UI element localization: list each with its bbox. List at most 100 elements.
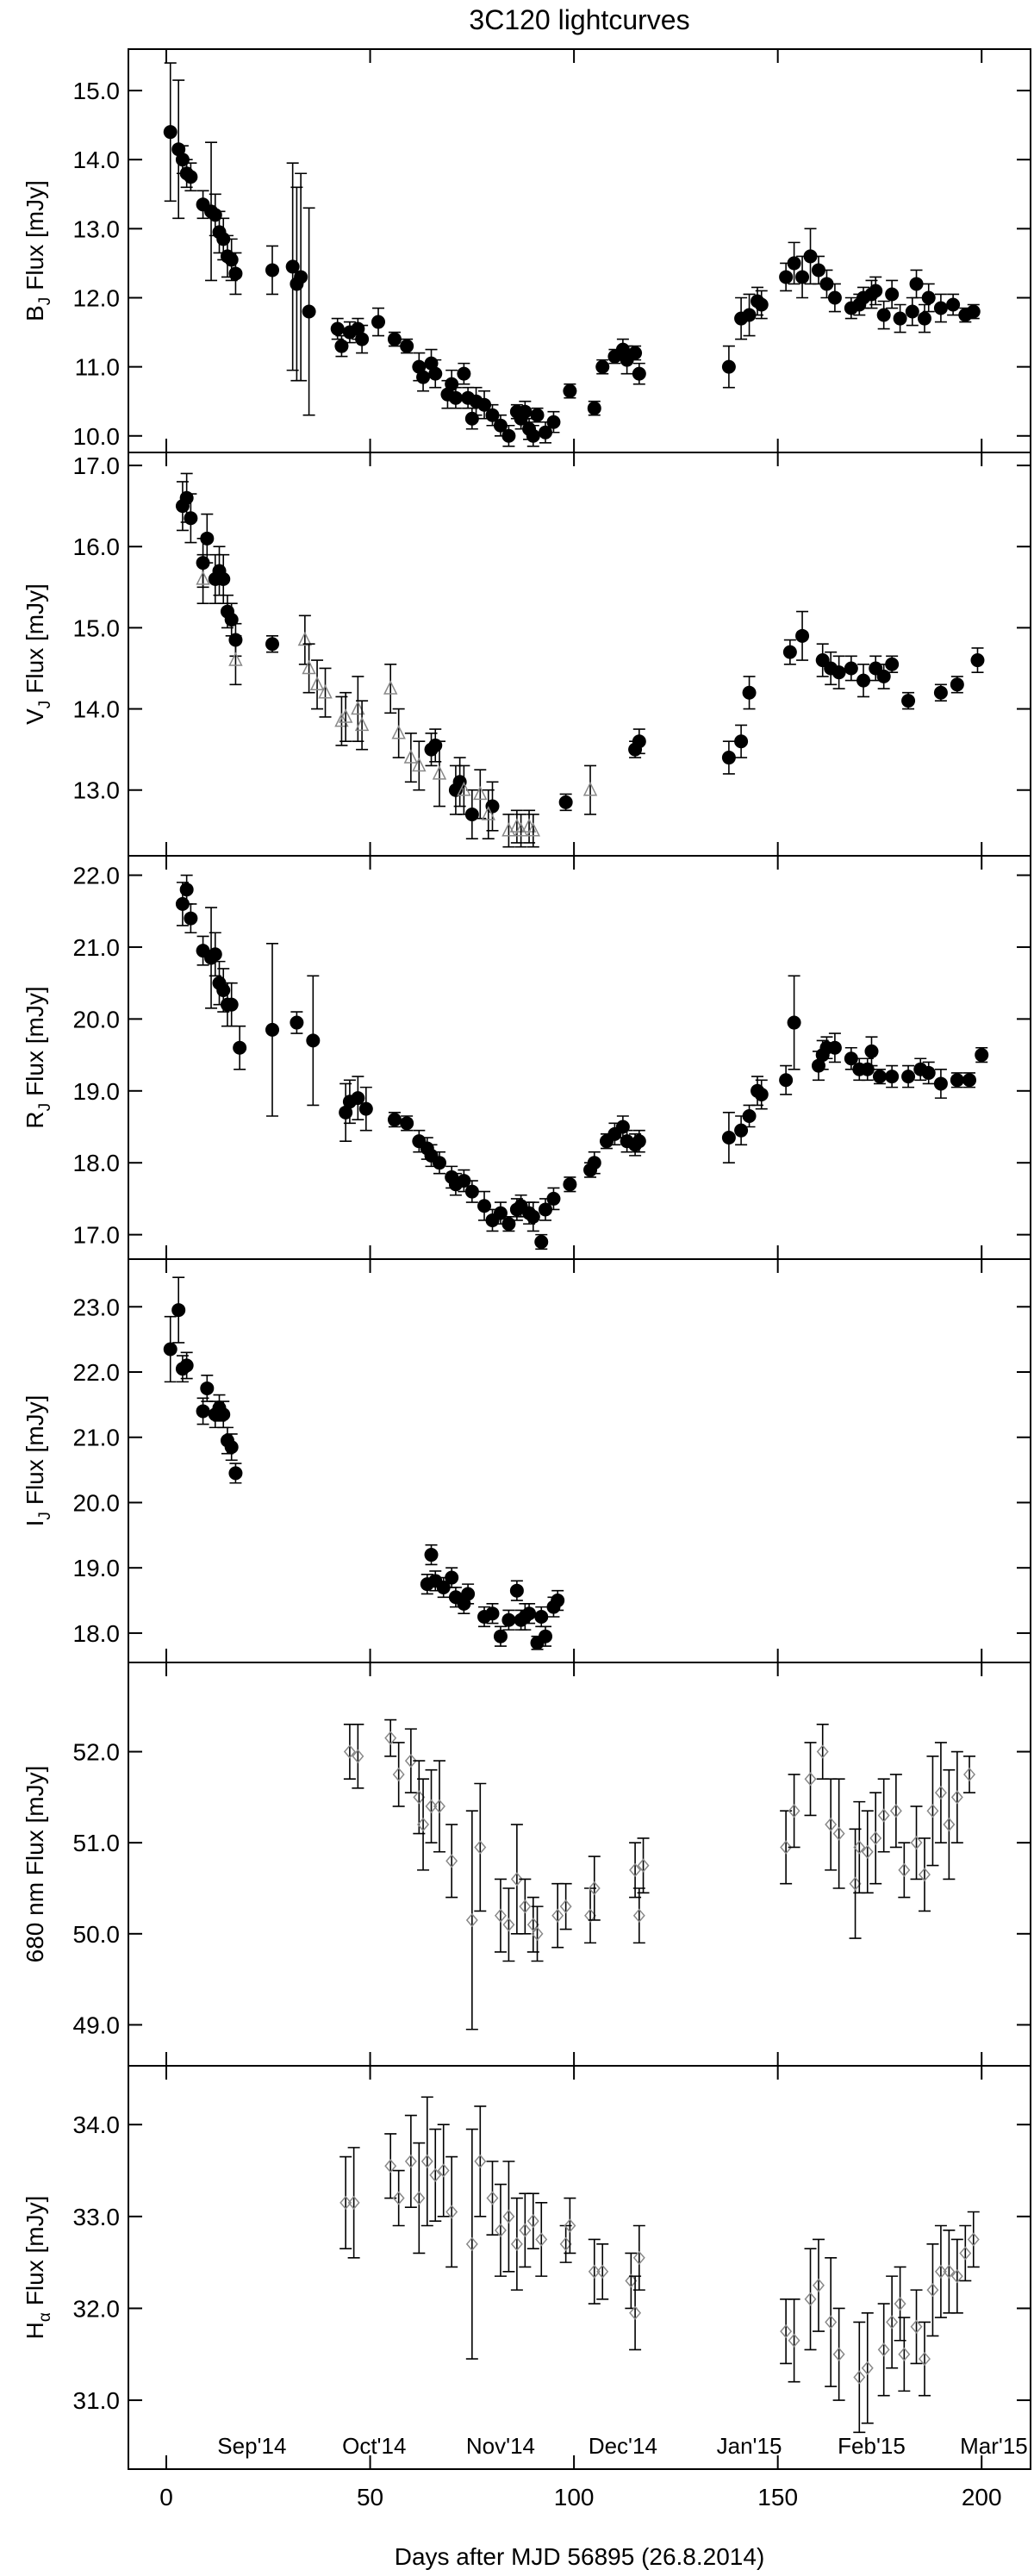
- marker: [534, 1234, 549, 1249]
- marker: [787, 256, 801, 271]
- marker: [950, 1073, 964, 1088]
- marker: [294, 270, 308, 284]
- marker: [910, 2319, 923, 2334]
- marker: [358, 1101, 373, 1116]
- marker: [788, 1804, 800, 1818]
- marker: [596, 2264, 609, 2279]
- marker: [535, 2232, 548, 2247]
- marker: [501, 428, 516, 443]
- marker: [352, 1749, 364, 1763]
- marker: [563, 384, 577, 398]
- marker: [819, 277, 834, 291]
- y-axis-label: BJ Flux [mJy]: [22, 180, 54, 321]
- marker: [502, 2209, 515, 2224]
- error-bar: [832, 2307, 845, 2401]
- marker: [721, 1131, 736, 1145]
- marker: [216, 1407, 231, 1422]
- marker: [436, 1580, 451, 1594]
- marker: [502, 1918, 515, 1932]
- error-bar: [519, 1878, 532, 1935]
- y-tick-label: 20.0: [73, 1006, 121, 1032]
- error-bar: [429, 2128, 442, 2222]
- error-bar: [319, 667, 332, 718]
- marker: [494, 2223, 507, 2237]
- error-bar: [967, 2211, 980, 2268]
- error-bar: [433, 1760, 445, 1853]
- marker: [551, 1594, 565, 1608]
- marker: [477, 1199, 492, 1213]
- error-bar: [486, 2161, 499, 2236]
- error-bar: [825, 2257, 838, 2387]
- marker: [179, 883, 194, 897]
- error-bar: [898, 2317, 911, 2392]
- marker: [632, 1908, 645, 1923]
- error-bar: [877, 2303, 890, 2397]
- y-axis-label: 680 nm Flux [mJy]: [22, 1766, 48, 1963]
- y-tick-label: 15.0: [73, 78, 121, 104]
- marker: [934, 1785, 947, 1800]
- marker: [827, 290, 842, 305]
- marker: [334, 713, 349, 727]
- marker: [946, 297, 961, 312]
- marker: [184, 511, 198, 526]
- marker: [816, 1744, 829, 1759]
- marker: [501, 1217, 516, 1232]
- marker: [184, 170, 198, 184]
- marker: [975, 1048, 989, 1063]
- month-label: Mar'15: [960, 2433, 1028, 2459]
- marker: [812, 2278, 825, 2292]
- marker: [404, 2154, 417, 2169]
- error-bar: [963, 1756, 976, 1793]
- y-axis-label-main: V: [22, 708, 48, 725]
- marker: [943, 1817, 956, 1832]
- marker: [885, 287, 900, 302]
- marker: [742, 308, 757, 322]
- marker: [860, 1062, 875, 1076]
- marker: [330, 321, 345, 336]
- marker: [530, 408, 545, 422]
- error-bar: [229, 635, 242, 686]
- marker: [448, 390, 463, 405]
- error-bar: [502, 1887, 515, 1962]
- marker: [563, 1177, 577, 1192]
- error-bar: [384, 1718, 397, 1757]
- marker: [522, 1606, 537, 1621]
- y-tick-label: 52.0: [73, 1739, 121, 1766]
- marker: [416, 370, 431, 384]
- marker: [519, 1899, 532, 1914]
- marker: [179, 490, 194, 505]
- marker: [921, 290, 936, 305]
- marker: [943, 2264, 956, 2279]
- y-axis-label: IJ Flux [mJy]: [22, 1395, 54, 1527]
- marker: [963, 1767, 976, 1782]
- y-axis-label-sub: J: [36, 1103, 54, 1112]
- marker: [825, 2315, 838, 2330]
- marker: [306, 1033, 321, 1048]
- marker: [901, 694, 916, 708]
- y-tick-label: 12.0: [73, 284, 121, 311]
- error-bar: [502, 814, 515, 848]
- marker: [343, 1744, 356, 1759]
- y-axis-label-main: R: [22, 1111, 48, 1128]
- marker: [413, 2191, 426, 2205]
- error-bar: [950, 1750, 963, 1843]
- marker: [526, 1209, 540, 1224]
- error-bar: [804, 2248, 817, 2351]
- marker: [877, 2342, 890, 2357]
- marker: [782, 645, 797, 659]
- marker: [224, 612, 239, 627]
- marker: [224, 1440, 239, 1455]
- marker: [780, 1840, 793, 1855]
- error-bar: [535, 2202, 548, 2277]
- marker: [384, 1731, 397, 1745]
- marker: [734, 734, 749, 749]
- marker: [966, 304, 981, 319]
- marker: [347, 2195, 360, 2210]
- month-label: Jan'15: [717, 2433, 782, 2459]
- marker: [894, 2296, 906, 2311]
- marker: [432, 1156, 446, 1170]
- error-bar: [356, 700, 369, 751]
- y-axis-label-rest: Flux [mJy]: [22, 986, 48, 1096]
- marker: [832, 2347, 845, 2361]
- x-axis-label: Days after MJD 56895 (26.8.2014): [395, 2543, 765, 2570]
